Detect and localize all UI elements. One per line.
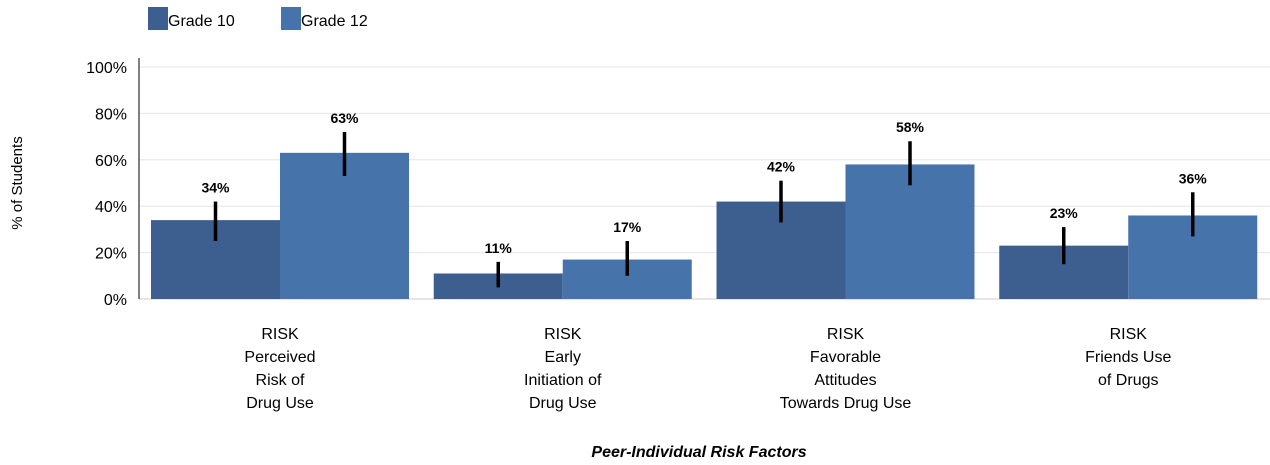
legend-swatch-fill [281, 7, 301, 30]
x-category-label-line: of Drugs [1098, 372, 1158, 389]
legend-label: Grade 10 [168, 13, 235, 30]
legend-label: Grade 12 [301, 13, 368, 30]
data-label: 58% [896, 119, 925, 135]
y-tick-label: 0% [104, 292, 127, 309]
x-category-label: RISK Friends Use of Drugs [1085, 326, 1171, 389]
x-category-label-line: Friends Use [1085, 349, 1171, 366]
legend-swatch-fill [148, 7, 168, 30]
x-axis-title: Peer-Individual Risk Factors [591, 444, 806, 461]
x-category-label: RISK Perceived Risk of Drug Use [244, 326, 315, 412]
y-tick-label: 20% [95, 246, 127, 263]
data-label: 23% [1050, 205, 1079, 221]
y-tick-label: 100% [86, 60, 127, 77]
x-category-label-line: RISK [544, 326, 582, 343]
y-tick-label: 80% [95, 106, 127, 123]
bar [845, 164, 975, 299]
x-category-label-line: Early [545, 349, 581, 366]
x-category-label-line: Attitudes [814, 372, 876, 389]
x-category-label-line: Initiation of [524, 372, 602, 389]
data-label: 17% [613, 219, 642, 235]
x-axis: RISK Perceived Risk of Drug Use RISK Early Ini… [244, 326, 1171, 412]
y-tick-label: 60% [95, 153, 127, 170]
legend: Grade 10 Grade 12 [148, 7, 368, 30]
x-category-label-line: Perceived [244, 349, 315, 366]
bars [151, 152, 1258, 299]
x-category-label: RISK Favorable Attitudes Towards Drug Use [780, 326, 912, 412]
x-category-label-line: Risk of [256, 372, 305, 389]
x-category-label: RISK Early Initiation of Drug Use [524, 326, 602, 412]
x-category-label-line: Towards Drug Use [780, 395, 912, 412]
value-labels: 34% 63% 11% 17% 42% 58% 23% 36% [201, 110, 1207, 256]
x-category-label-line: RISK [827, 326, 865, 343]
y-axis-title: % of Students [9, 136, 26, 229]
data-label: 34% [201, 180, 230, 196]
data-label: 63% [330, 110, 359, 126]
data-label: 36% [1179, 170, 1208, 186]
data-label: 42% [767, 159, 796, 175]
x-category-label-line: Favorable [810, 349, 881, 366]
bar [280, 152, 409, 299]
x-category-label-line: Drug Use [529, 395, 597, 412]
error-bars [213, 131, 1195, 288]
x-category-label-line: Drug Use [246, 395, 314, 412]
y-tick-label: 40% [95, 199, 127, 216]
x-category-label-line: RISK [1110, 326, 1148, 343]
data-label: 11% [485, 240, 513, 256]
y-axis: 0% 20% 40% 60% 80% 100% [86, 58, 140, 309]
x-category-label-line: RISK [261, 326, 299, 343]
